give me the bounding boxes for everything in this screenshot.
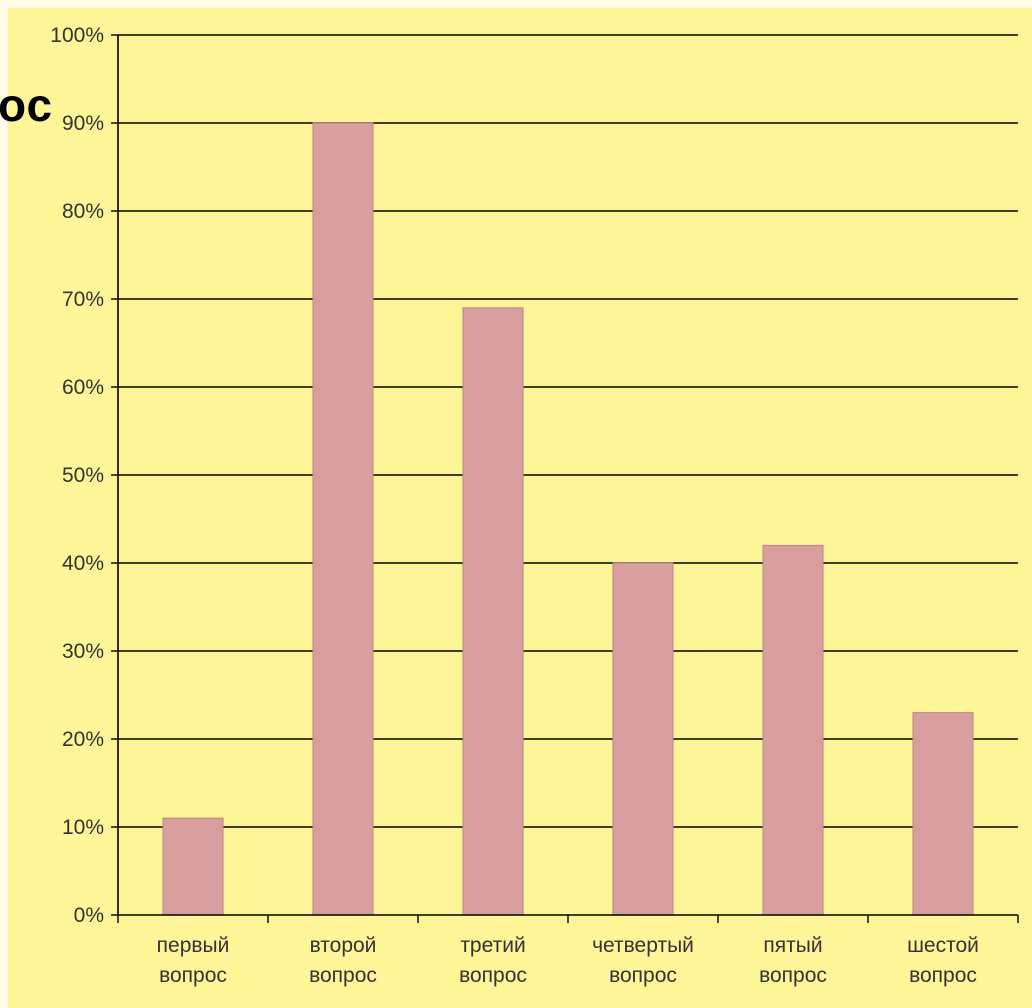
bar [312,122,374,916]
y-tick-label: 40% [62,552,104,575]
y-tick-label: 20% [62,728,104,751]
bar [762,544,824,916]
y-tick-label: 10% [62,816,104,839]
bar [462,307,524,916]
y-tick-label: 80% [62,200,104,223]
y-tick-label: 60% [62,376,104,399]
overlay-title-fragment: ос [0,79,54,131]
bar [612,562,674,916]
y-tick-label: 90% [62,112,104,135]
x-tick-label: второй вопрос [309,934,377,987]
x-tick-label: четвертый вопрос [592,934,694,987]
x-tick-label: третий вопрос [459,934,527,987]
bar [162,817,224,916]
y-tick-label: 50% [62,464,104,487]
y-tick-label: 30% [62,640,104,663]
x-tick-label: первый вопрос [157,934,230,987]
x-tick-label: шестой вопрос [907,934,979,987]
y-tick-label: 0% [74,904,104,927]
y-tick-label: 70% [62,288,104,311]
bar [912,712,974,916]
x-tick-label: пятый вопрос [759,934,827,987]
y-tick-label: 100% [50,24,104,47]
